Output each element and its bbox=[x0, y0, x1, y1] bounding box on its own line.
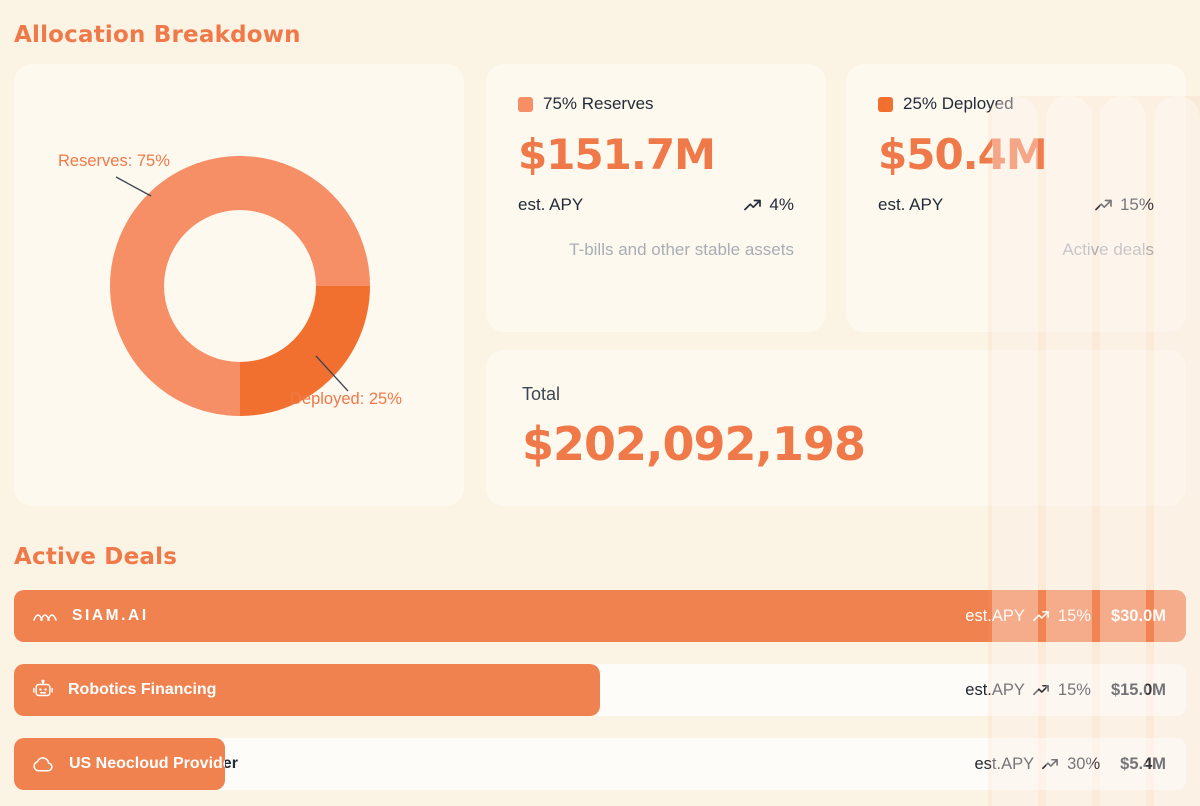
reserves-callout: Reserves: 75% bbox=[58, 152, 170, 170]
deployed-apy-percent: 15% bbox=[1119, 195, 1154, 214]
reserves-card: 75% Reserves $151.7M est. APY 4% T-bills… bbox=[486, 64, 826, 332]
active-deals-title: Active Deals bbox=[14, 544, 178, 570]
deal-amount: $15.0M bbox=[1110, 680, 1166, 699]
reserves-amount: $151.7M bbox=[518, 130, 716, 179]
deal-bar: Robotics Financing bbox=[14, 664, 600, 716]
deal-apy-label: est.APY bbox=[965, 680, 1025, 699]
robot-icon bbox=[32, 679, 54, 701]
deal-bar: SIAM.AI bbox=[14, 590, 1186, 642]
trend-up-icon bbox=[1033, 684, 1049, 696]
siam-logo-icon bbox=[32, 607, 58, 625]
deal-apy-label: est.APY bbox=[974, 754, 1035, 773]
total-card: Total $202,092,198 bbox=[486, 350, 1186, 506]
deal-apy-value: 30% bbox=[1067, 754, 1101, 773]
deployed-amount: $50.4M bbox=[878, 130, 1048, 179]
reserves-apy-percent: 4% bbox=[769, 195, 794, 214]
cloud-icon bbox=[32, 755, 55, 773]
deal-apy-value: 15% bbox=[1057, 606, 1091, 625]
deployed-swatch bbox=[878, 96, 893, 112]
deal-apy-value: 15% bbox=[1057, 680, 1091, 699]
deal-apy-label: est.APY bbox=[965, 606, 1025, 625]
deal-name: Robotics Financing bbox=[14, 664, 216, 716]
reserves-note: T-bills and other stable assets bbox=[569, 240, 794, 259]
reserves-legend: 75% Reserves bbox=[518, 94, 794, 114]
reserves-apy-label: est. APY bbox=[518, 195, 584, 214]
deployed-apy-value: 15% bbox=[1095, 195, 1154, 215]
trend-up-icon bbox=[1033, 610, 1049, 622]
trend-up-icon bbox=[1042, 758, 1059, 770]
deployed-legend-label: 25% Deployed bbox=[903, 94, 1014, 113]
deployed-callout: Deployed: 25% bbox=[290, 390, 402, 408]
donut-chart[interactable] bbox=[110, 156, 370, 416]
reserves-apy-row: est. APY 4% bbox=[518, 195, 794, 215]
deal-metrics: est.APY 30% $5.4M bbox=[974, 738, 1186, 790]
total-label: Total bbox=[522, 384, 561, 404]
reserves-apy-value: 4% bbox=[744, 195, 794, 215]
deal-name: SIAM.AI bbox=[14, 590, 149, 642]
trend-up-icon bbox=[744, 199, 762, 211]
allocation-breakdown-title: Allocation Breakdown bbox=[14, 22, 301, 48]
deal-row-siam-ai[interactable]: SIAM.AI SIAM.AI est.APY 15% $30.0M bbox=[14, 590, 1186, 642]
deal-metrics: est.APY 15% $30.0M bbox=[965, 590, 1186, 642]
total-amount: $202,092,198 bbox=[522, 417, 866, 471]
deployed-apy-label: est. APY bbox=[878, 195, 944, 214]
deal-bar: US Neocloud Provider bbox=[14, 738, 225, 790]
deployed-apy-row: est. APY 15% bbox=[878, 195, 1154, 215]
reserves-legend-label: 75% Reserves bbox=[543, 94, 654, 113]
deal-metrics: est.APY 15% $15.0M bbox=[965, 664, 1186, 716]
reserves-swatch bbox=[518, 96, 533, 112]
deal-row-robotics-financing[interactable]: Robotics Financing Robotics Financing es… bbox=[14, 664, 1186, 716]
deal-amount: $30.0M bbox=[1110, 606, 1166, 625]
deal-amount: $5.4M bbox=[1120, 754, 1166, 773]
deal-row-us-neocloud-provider[interactable]: US Neocloud Provider US Neocloud Provide… bbox=[14, 738, 1186, 790]
trend-up-icon bbox=[1095, 199, 1112, 211]
deployed-note: Active deals bbox=[1062, 240, 1154, 259]
deployed-card: 25% Deployed $50.4M est. APY 15% Active … bbox=[846, 64, 1186, 332]
allocation-chart-card: Reserves: 75% Deployed: 25% bbox=[14, 64, 464, 506]
deployed-legend: 25% Deployed bbox=[878, 94, 1154, 114]
deal-name: US Neocloud Provider bbox=[14, 738, 225, 790]
